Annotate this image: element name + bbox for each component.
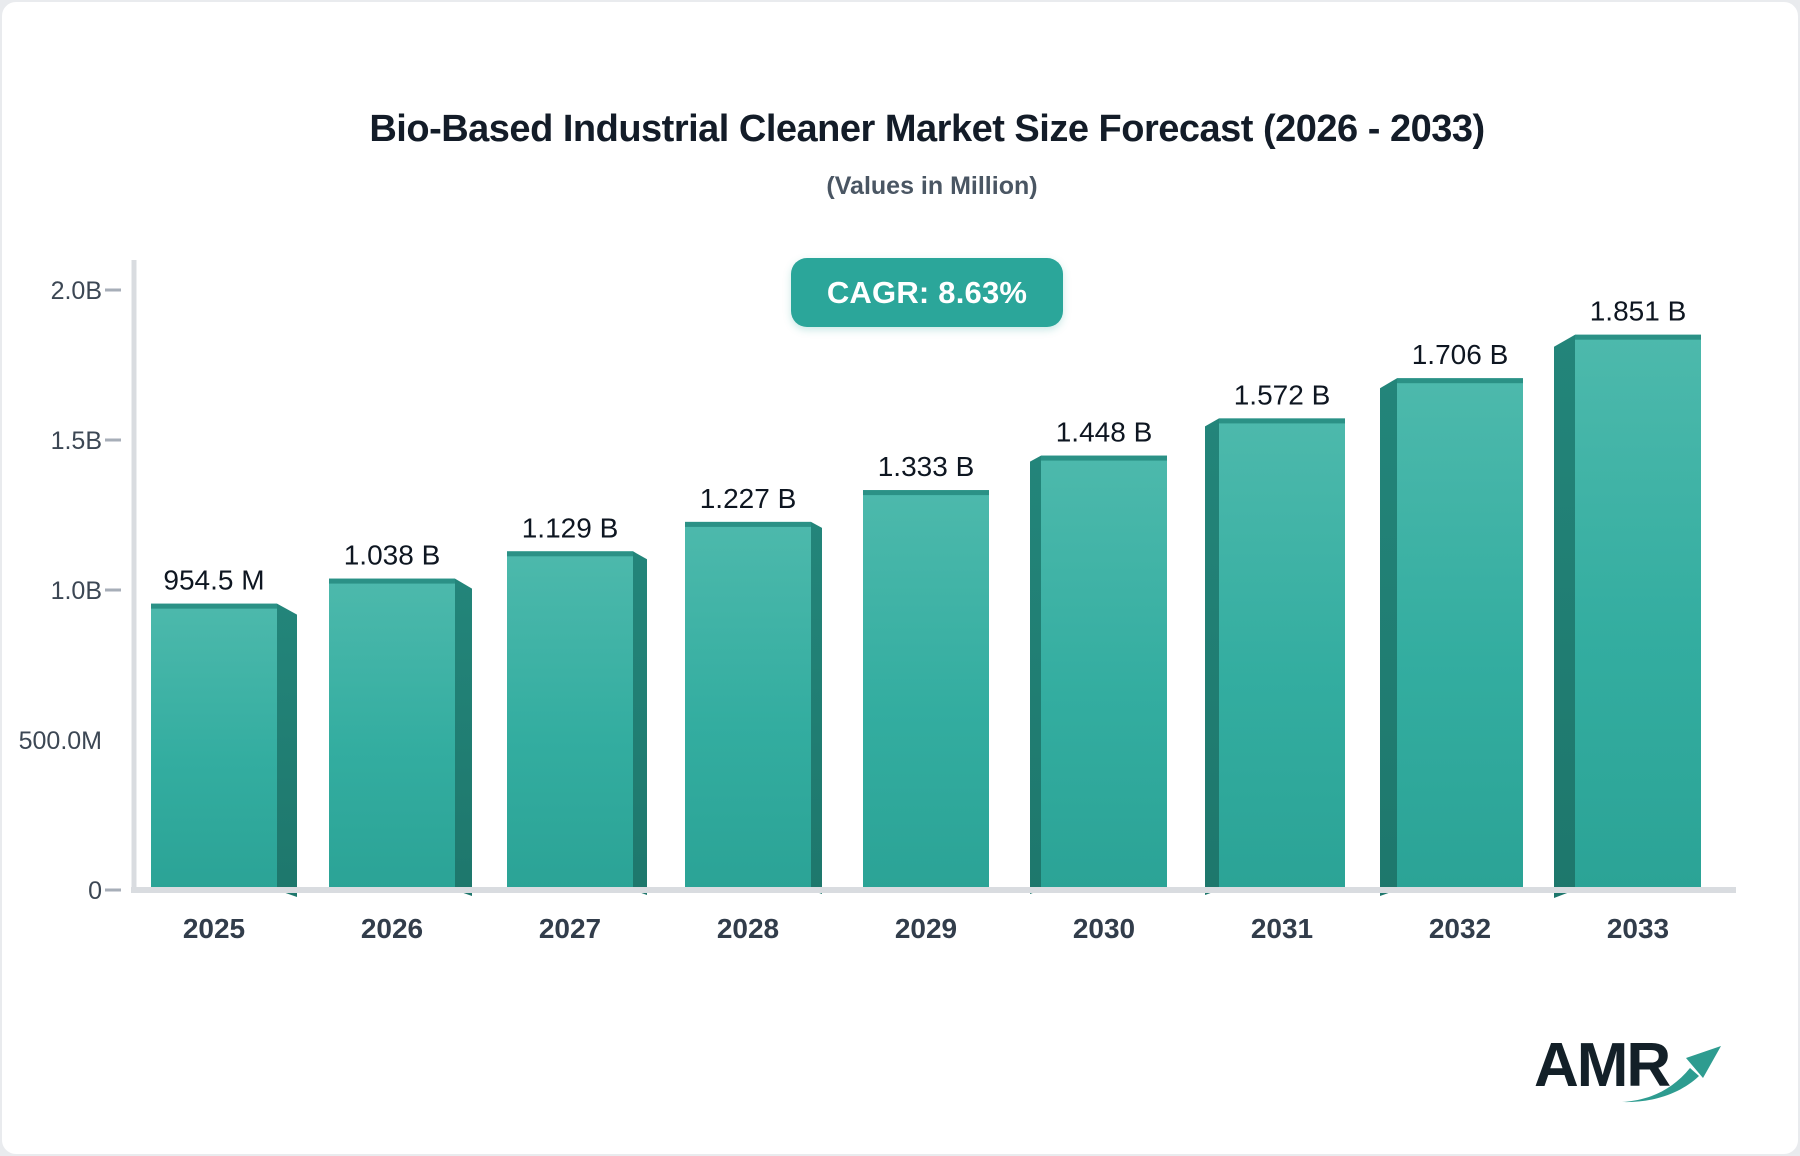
x-tick-label: 2032 [1429, 913, 1491, 944]
x-tick-label: 2027 [539, 913, 601, 944]
bar-top-edge-2033 [1575, 334, 1701, 340]
bar-top-edge-2030 [1041, 455, 1167, 461]
bar-value-label: 1.706 B [1412, 339, 1509, 370]
bar-value-label: 1.572 B [1234, 379, 1331, 410]
x-tick-label: 2026 [361, 913, 423, 944]
bar-value-label: 954.5 M [163, 565, 264, 596]
bar-value-label: 1.333 B [878, 451, 975, 482]
bar-top-edge-2028 [685, 521, 811, 527]
bar-top-edge-2032 [1397, 378, 1523, 384]
bar-side-2031 [1205, 418, 1219, 895]
x-tick-label: 2025 [183, 913, 245, 944]
bar-value-label: 1.227 B [700, 483, 797, 514]
bar-side-2027 [633, 551, 647, 895]
bar-value-label: 1.851 B [1590, 296, 1687, 327]
y-tick-label: 500.0M [19, 727, 102, 755]
y-tick-label: 2.0B [51, 277, 102, 305]
y-tick-label: 0 [88, 877, 102, 905]
bar-side-2028 [811, 521, 822, 894]
amr-logo: AMR [1534, 1032, 1734, 1112]
bar-top-edge-2029 [863, 490, 989, 496]
chart-subtitle: (Values in Million) [826, 172, 1038, 200]
x-tick-label: 2031 [1251, 913, 1313, 944]
logo-arrow-icon [1622, 1046, 1721, 1103]
bar-top-edge-2031 [1219, 418, 1345, 424]
bar-2029 [863, 490, 989, 890]
bar-side-2025 [277, 603, 297, 897]
bar-side-2033 [1554, 334, 1575, 898]
x-tick-label: 2030 [1073, 913, 1135, 944]
bar-top-edge-2025 [151, 603, 277, 609]
bar-side-2030 [1030, 455, 1041, 894]
bar-2027 [507, 551, 633, 890]
bar-top-edge-2027 [507, 551, 633, 557]
x-tick-label: 2033 [1607, 913, 1669, 944]
bar-2028 [685, 521, 811, 890]
bar-side-2032 [1380, 378, 1397, 896]
bar-2025 [151, 603, 277, 890]
bar-2033 [1575, 334, 1701, 890]
bar-value-label: 1.038 B [344, 540, 441, 571]
x-tick-label: 2029 [895, 913, 957, 944]
x-tick-label: 2028 [717, 913, 779, 944]
amr-logo-text: AMR [1534, 1031, 1671, 1100]
axis-layer [105, 260, 1736, 893]
chart-title: Bio-Based Industrial Cleaner Market Size… [369, 108, 1485, 150]
bar-2026 [329, 578, 455, 890]
bar-side-2026 [455, 578, 472, 896]
bar-value-label: 1.129 B [522, 512, 619, 543]
cagr-badge-label: CAGR: 8.63% [826, 274, 1028, 310]
bar-value-label: 1.448 B [1056, 417, 1153, 448]
bars-layer [151, 334, 1701, 898]
y-tick-label: 1.5B [51, 427, 102, 455]
bar-2032 [1397, 378, 1523, 890]
bar-2030 [1041, 455, 1167, 890]
y-tick-label: 1.0B [51, 577, 102, 605]
labels-layer: 954.5 M 2025 1.038 B 2026 1.129 B 2027 1.227 B… [19, 277, 1687, 944]
cagr-badge: CAGR: 8.63% [791, 258, 1063, 327]
bar-2031 [1219, 418, 1345, 890]
bar-top-edge-2026 [329, 578, 455, 584]
